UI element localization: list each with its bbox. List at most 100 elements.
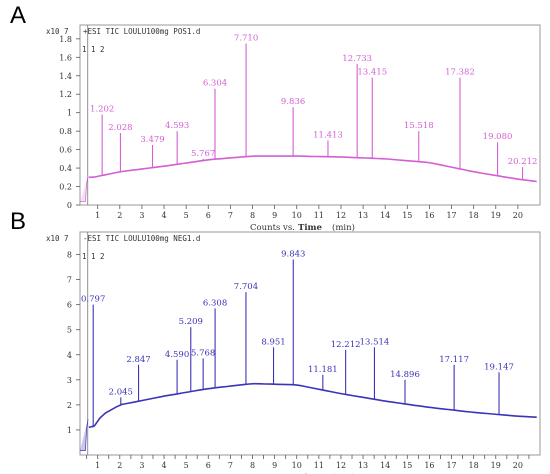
panel-b-xtick-label: 4	[161, 461, 166, 470]
panel-b-scale-label: x10 7	[46, 234, 69, 243]
panel-a-ytick-label: 1.2	[59, 90, 72, 99]
panel-a-xtick-label: 2	[117, 211, 122, 220]
panel-b-marker-labels: 1 1 2	[82, 252, 105, 261]
panel-a-xtick-label: 14	[380, 211, 390, 220]
panel-a-peak-label: 4.593	[165, 121, 189, 131]
panel-b-tic-trace	[80, 419, 89, 451]
panel-b-legend-text: -ESI TIC LOULU100mg NEG1.d	[83, 234, 200, 243]
panel-b-ytick-label: 4	[67, 351, 72, 360]
panel-a-peak-label: 3.479	[140, 135, 164, 145]
panel-a-peak-label: 12.733	[342, 54, 372, 64]
panel-b-xtick-label: 19	[491, 461, 501, 470]
panel-b-xtick-label: 7	[228, 461, 233, 470]
panel-b-xtick-label: 14	[380, 461, 390, 470]
panel-a-xtick-label: 17	[446, 211, 456, 220]
panel-a-ytick-label: 0.8	[59, 127, 72, 136]
panel-b-xtick-label: 15	[402, 461, 412, 470]
panel-b-xtick-label: 20	[513, 461, 523, 470]
panel-a-xtick-label: 5	[184, 211, 189, 220]
panel-b-peak-label: 12.212	[331, 340, 361, 350]
panel-b-xtick-label: 9	[272, 461, 277, 470]
panel-a-xlabel-unit: (min)	[332, 222, 355, 233]
panel-b-xtick-label: 3	[139, 461, 144, 470]
panel-a-xtick-label: 12	[336, 211, 346, 220]
panel-a-xtick-label: 6	[206, 211, 211, 220]
panel-b-peak-label: 11.181	[308, 365, 338, 375]
panel-a-ytick-label: 1.4	[59, 72, 72, 81]
panel-b-ytick-label: 1	[67, 426, 72, 435]
panel-a-ytick-label: 0.2	[59, 183, 72, 192]
panel-a-xtick-label: 15	[402, 211, 412, 220]
panel-b-plot-frame	[79, 231, 541, 456]
panel-b-xtick-label: 11	[314, 461, 324, 470]
panel-a-xtick-label: 11	[314, 211, 324, 220]
panel-a-letter: A	[10, 2, 27, 29]
panel-a-xtick-label: 10	[292, 211, 302, 220]
panel-a-xtick-label: 20	[513, 211, 523, 220]
panel-a-plot-frame	[79, 24, 541, 206]
panel-b-xtick-label: 2	[117, 461, 122, 470]
panel-a-peak-label: 20.212	[508, 157, 538, 167]
panel-a-xtick-label: 7	[228, 211, 233, 220]
panel-a-xtick-label: 3	[139, 211, 144, 220]
panel-a-ytick-label: 1	[67, 109, 72, 118]
panel-a-xlabel-time: Time	[298, 223, 323, 233]
panel-b-xtick-label: 12	[336, 461, 346, 470]
panel-b-peak-label: 13.514	[360, 337, 390, 347]
panel-b-ytick-label: 7	[67, 276, 72, 285]
panel-b-xtick-label: 5	[184, 461, 189, 470]
panel-b-peak-label: 14.896	[390, 370, 420, 380]
panel-a-ytick-label: 0	[67, 201, 72, 210]
panel-b-baseline-curve	[88, 382, 537, 429]
panel-b-peak-label: 2.045	[109, 387, 133, 397]
panel-b-xtick-label: 10	[292, 461, 302, 470]
panel-b-peak-label: 7.704	[234, 282, 258, 292]
panel-b-xtick-label: 6	[206, 461, 211, 470]
panel-b-xlabel-unit: (min)	[332, 472, 355, 474]
panel-a-peak-label: 7.710	[234, 33, 258, 43]
panel-b-peak-label: 5.209	[179, 317, 203, 327]
panel-a-peak-label: 15.518	[404, 121, 434, 131]
panel-a-baseline-curve	[88, 155, 537, 183]
panel-a-xtick-label: 9	[272, 211, 277, 220]
panel-a-xtick-label: 4	[161, 211, 166, 220]
panel-a-peak-label: 1.202	[90, 105, 114, 115]
panel-a-ytick-label: 1.6	[59, 53, 72, 62]
panel-b-peak-label: 4.590	[165, 350, 189, 360]
panel-a-peak-label: 11.413	[313, 130, 343, 140]
panel-b-xtick-label: 18	[469, 461, 479, 470]
panel-a-xtick-label: 1	[95, 211, 100, 220]
panel-a-xtick-label: 18	[469, 211, 479, 220]
panel-a-peak-label: 6.304	[203, 79, 227, 89]
panel-a-xtick-label: 19	[491, 211, 501, 220]
panel-b-ytick-label: 8	[67, 251, 72, 260]
panel-b-peak-label: 17.117	[439, 355, 469, 365]
panel-a-peak-label: 17.382	[445, 68, 475, 78]
panel-b-peak-label: 6.308	[203, 298, 227, 308]
panel-b-peak-label: 9.843	[281, 250, 305, 260]
panel-a-xtick-label: 16	[424, 211, 434, 220]
panel-a-xtick-label: 13	[358, 211, 368, 220]
panel-a-marker-labels: 1 1 2	[82, 45, 105, 54]
panel-b-xtick-label: 17	[446, 461, 456, 470]
panel-b-xtick-label: 16	[424, 461, 434, 470]
panel-a-peak-label: 9.836	[281, 97, 305, 107]
panel-b-xtick-label: 1	[95, 461, 100, 470]
panel-a-xtick-label: 8	[250, 211, 255, 220]
panel-a-ytick-label: 1.8	[59, 35, 72, 44]
panel-b-trace-fill	[80, 419, 88, 451]
panel-b-peak-label: 0.797	[81, 295, 105, 305]
panel-a-tic-trace	[80, 176, 89, 202]
panel-a-peak-label: 13.415	[357, 68, 387, 78]
panel-b-ytick-label: 3	[67, 376, 72, 385]
panel-b-peak-label: 5.768	[191, 349, 215, 359]
panel-a-peak-label: 19.080	[483, 132, 513, 142]
panel-b-peak-label: 8.951	[261, 337, 285, 347]
panel-a-scale-label: x10 7	[46, 27, 69, 36]
panel-a-ytick-label: 0.6	[59, 146, 72, 155]
panel-a-xlabel-prefix: Counts vs.	[250, 223, 295, 233]
panel-a-trace-fill	[80, 176, 88, 202]
panel-b-xtick-label: 13	[358, 461, 368, 470]
panel-b-ytick-label: 6	[67, 301, 72, 310]
